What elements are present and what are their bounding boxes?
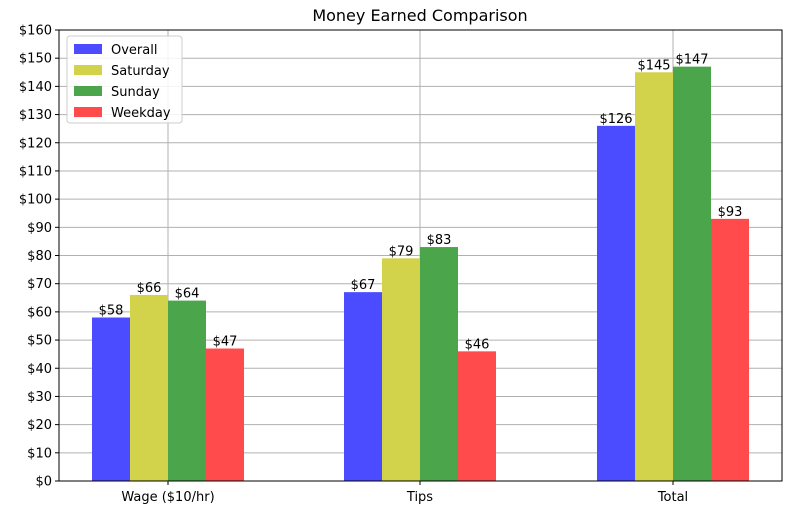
bar-overall-0 bbox=[92, 317, 130, 481]
y-tick-label: $40 bbox=[27, 362, 52, 377]
legend-label-saturday: Saturday bbox=[111, 64, 170, 79]
x-axis: Wage ($10/hr) Tips Total bbox=[121, 481, 688, 505]
y-tick-label: $20 bbox=[27, 418, 52, 433]
chart-title: Money Earned Comparison bbox=[312, 6, 527, 25]
bar-value-label: $79 bbox=[389, 244, 414, 259]
y-tick-label: $50 bbox=[27, 334, 52, 349]
bar-value-label: $83 bbox=[427, 233, 452, 248]
bar-overall-2 bbox=[597, 125, 635, 482]
y-tick-label: $0 bbox=[35, 475, 52, 490]
y-tick-label: $120 bbox=[19, 136, 52, 151]
legend-box bbox=[66, 35, 183, 124]
bar-value-label: $67 bbox=[351, 278, 376, 293]
bar-weekday-0 bbox=[206, 348, 244, 481]
bar-weekday-1 bbox=[458, 351, 496, 481]
legend-swatch-weekday bbox=[74, 107, 102, 117]
y-tick-label: $160 bbox=[19, 24, 52, 39]
bar-value-labels: $58 $67 $126 $66 $79 $145 $64 $83 $147 $47 $46 $93 bbox=[99, 53, 743, 353]
y-tick-label: $60 bbox=[27, 305, 52, 320]
legend-label-overall: Overall bbox=[111, 43, 157, 58]
bars bbox=[92, 66, 749, 482]
y-tick-label: $100 bbox=[19, 193, 52, 208]
bar-value-label: $66 bbox=[137, 281, 162, 296]
y-tick-label: $10 bbox=[27, 446, 52, 461]
y-tick-label: $80 bbox=[27, 249, 52, 264]
bar-sunday-1 bbox=[420, 247, 458, 481]
bar-value-label: $145 bbox=[637, 58, 670, 73]
bar-saturday-0 bbox=[130, 294, 168, 481]
y-tick-label: $30 bbox=[27, 390, 52, 405]
bar-value-label: $126 bbox=[599, 112, 632, 127]
y-tick-label: $150 bbox=[19, 52, 52, 67]
bar-value-label: $58 bbox=[99, 304, 124, 319]
legend-swatch-overall bbox=[74, 44, 102, 54]
bar-sunday-0 bbox=[168, 300, 206, 481]
y-tick-label: $90 bbox=[27, 221, 52, 236]
legend-swatch-saturday bbox=[74, 65, 102, 75]
bar-weekday-2 bbox=[711, 218, 749, 481]
bar-saturday-2 bbox=[635, 72, 673, 481]
legend: Overall Saturday Sunday Weekday bbox=[66, 35, 183, 124]
bar-value-label: $147 bbox=[675, 53, 708, 68]
bar-sunday-2 bbox=[673, 66, 711, 482]
bar-overall-1 bbox=[344, 292, 382, 481]
bar-value-label: $64 bbox=[175, 287, 200, 302]
y-tick-label: $140 bbox=[19, 80, 52, 95]
y-tick-label: $70 bbox=[27, 277, 52, 292]
legend-label-sunday: Sunday bbox=[111, 85, 160, 100]
x-tick-label: Wage ($10/hr) bbox=[121, 490, 214, 505]
bar-value-label: $93 bbox=[718, 205, 743, 220]
legend-label-weekday: Weekday bbox=[111, 106, 171, 121]
y-tick-label: $110 bbox=[19, 164, 52, 179]
legend-swatch-sunday bbox=[74, 86, 102, 96]
bar-saturday-1 bbox=[382, 258, 420, 481]
x-tick-label: Total bbox=[657, 490, 688, 505]
bar-value-label: $46 bbox=[465, 337, 490, 352]
y-axis: $0 $10 $20 $30 $40 $50 $60 $70 $80 $90 $100 $110 $12… bbox=[19, 24, 59, 490]
y-tick-label: $130 bbox=[19, 108, 52, 123]
x-tick-label: Tips bbox=[406, 490, 433, 505]
bar-value-label: $47 bbox=[213, 335, 238, 350]
